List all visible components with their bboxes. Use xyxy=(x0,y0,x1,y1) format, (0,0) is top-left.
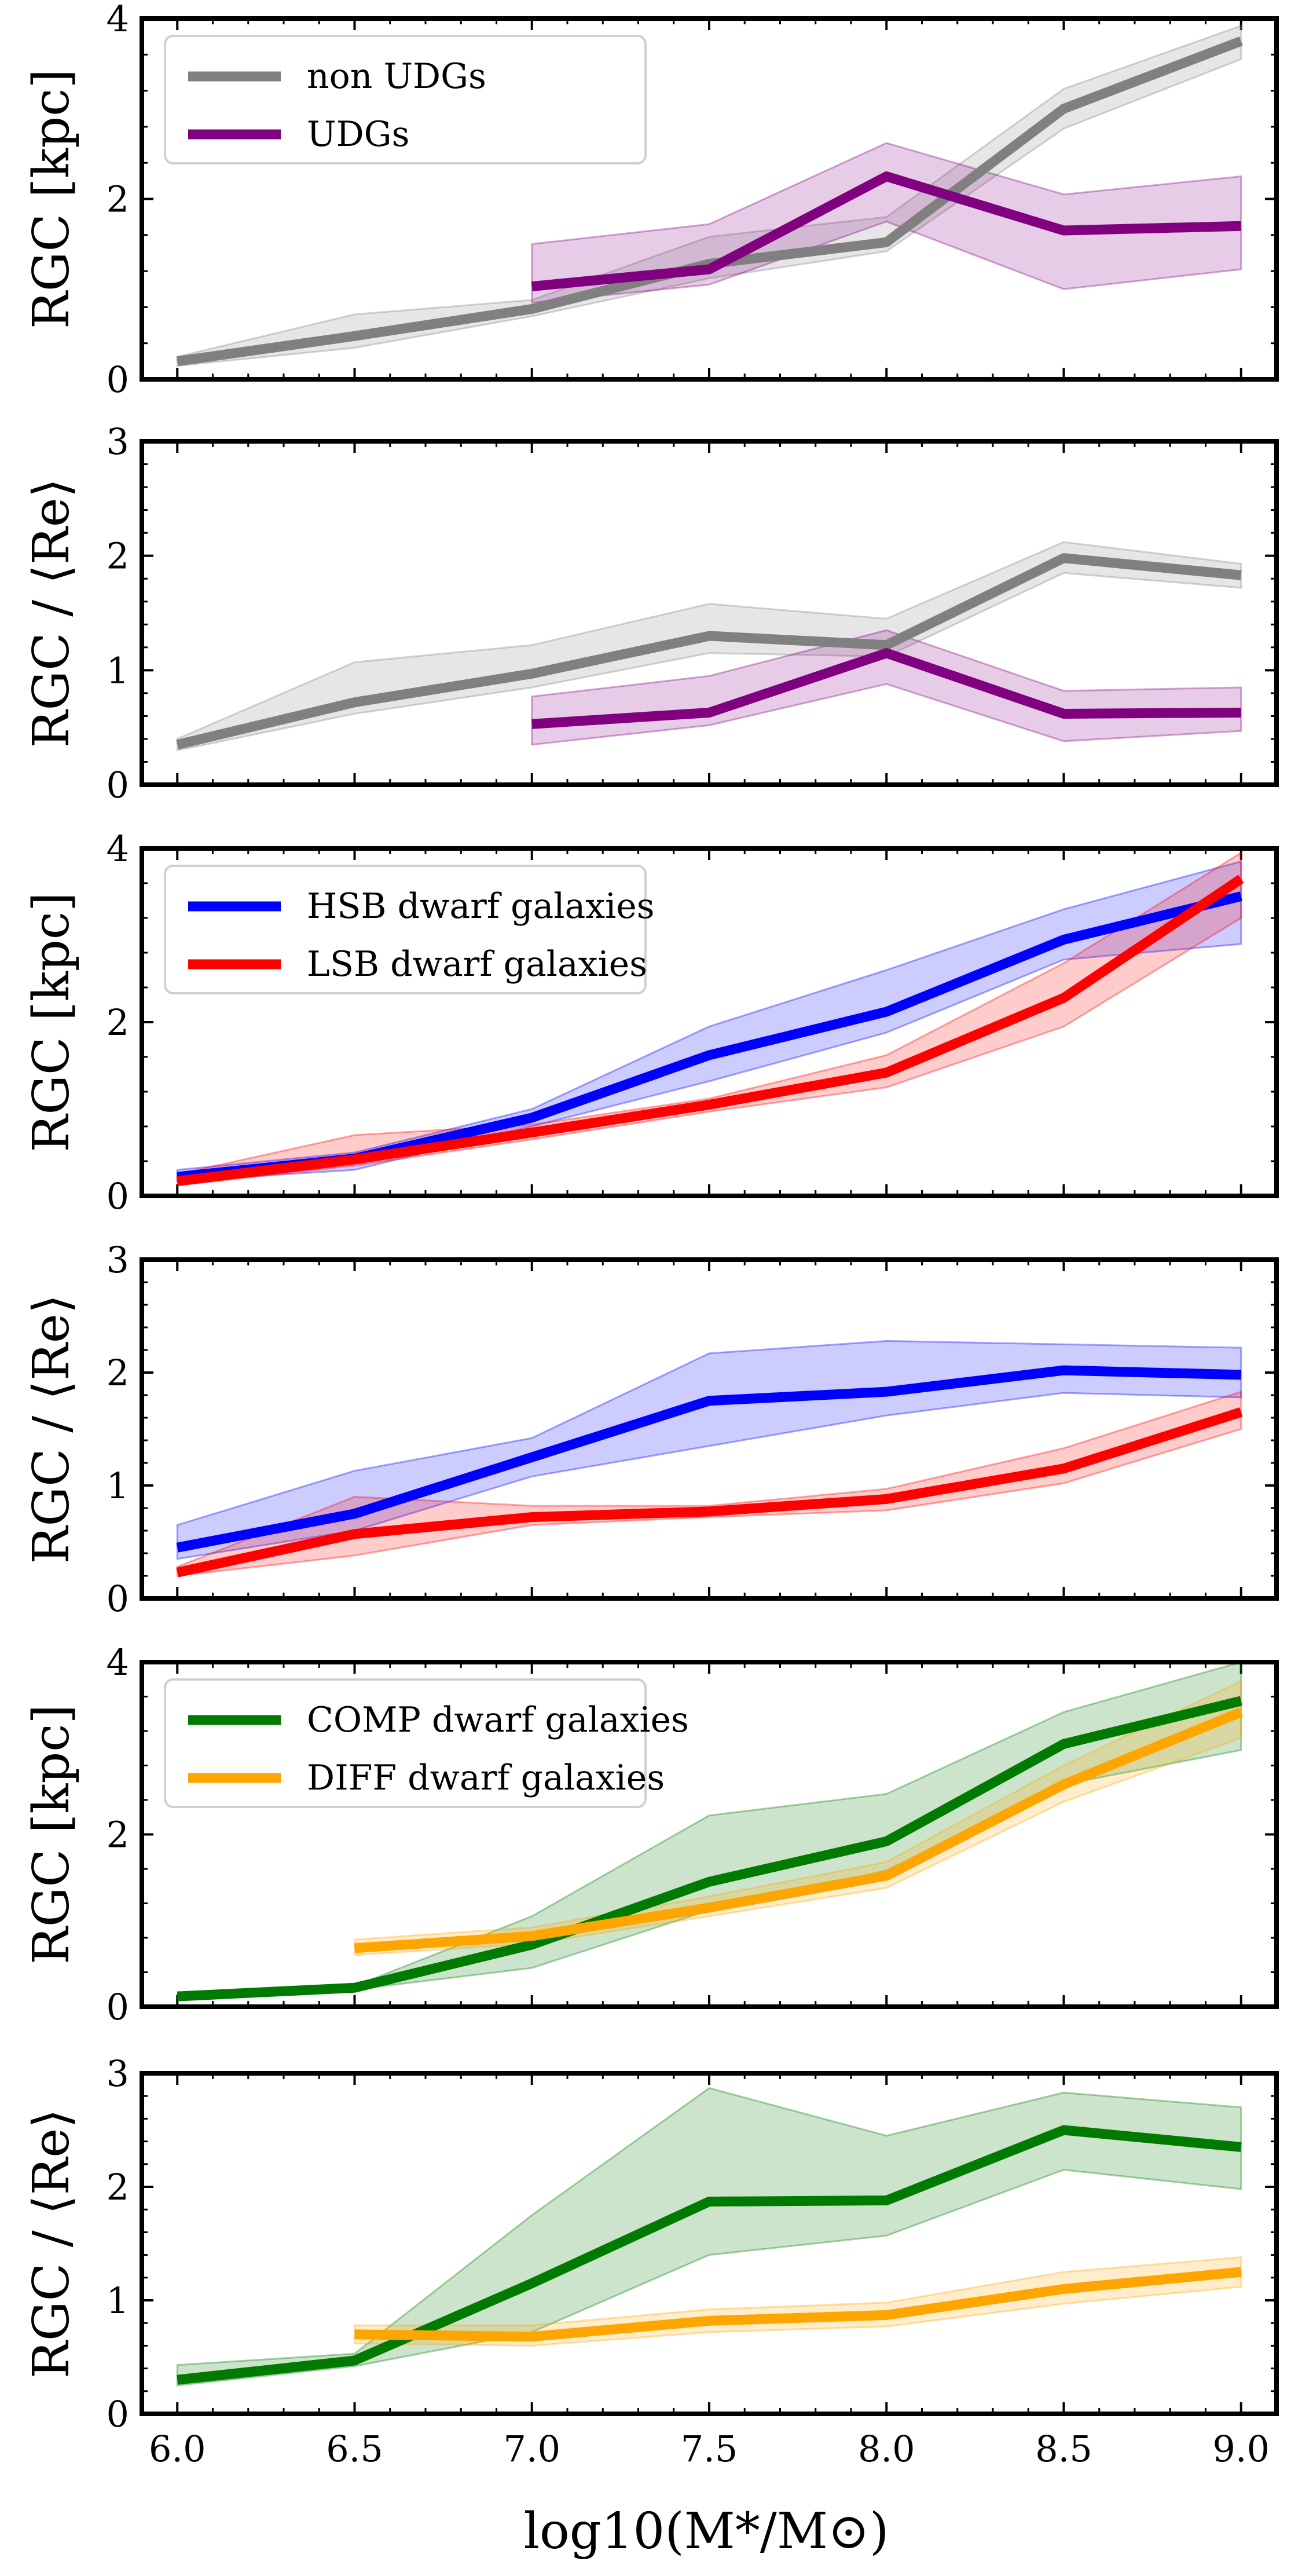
y-tick-label: 2 xyxy=(107,1352,129,1394)
legend-box xyxy=(164,1678,647,1808)
axes-frame xyxy=(140,439,1279,787)
plot-area xyxy=(176,851,1244,1187)
axes-frame xyxy=(140,846,1279,1198)
y-tick-label: 2 xyxy=(107,535,129,577)
legend-label: DIFF dwarf galaxies xyxy=(307,1758,665,1798)
y-tick-label: 3 xyxy=(107,420,129,463)
series-line xyxy=(176,1365,1241,1553)
y-tick-label: 0 xyxy=(107,764,129,806)
panel-2: 0 1 2 3 RGC / ⟨Re⟩ xyxy=(23,420,1279,806)
plot-area xyxy=(176,24,1243,367)
y-tick-label: 0 xyxy=(107,1986,129,2028)
series-line xyxy=(176,553,1242,750)
x-axis-label: log10(M*/M⊙) xyxy=(523,2502,889,2560)
series-line xyxy=(354,1707,1243,1953)
uncertainty-band xyxy=(176,851,1242,1187)
series-line xyxy=(531,648,1241,729)
legend-label: LSB dwarf galaxies xyxy=(307,944,647,985)
y-tick-label: 4 xyxy=(107,0,129,40)
x-tick-labels: 6.0 6.5 7.0 7.5 8.0 8.5 9.0 xyxy=(149,2428,1270,2470)
x-tick-label: 6.5 xyxy=(326,2428,383,2470)
y-axis-label: RGC [kpc] xyxy=(23,69,80,329)
y-tick-label: 3 xyxy=(107,2052,129,2095)
legend-label: COMP dwarf galaxies xyxy=(307,1700,689,1740)
uncertainty-band xyxy=(176,1340,1242,1560)
y-tick-label: 2 xyxy=(107,1001,129,1044)
x-tick-label: 8.5 xyxy=(1035,2428,1092,2470)
series-line xyxy=(354,2267,1242,2342)
panel-5: 0 2 4 RGC [kpc] COMP dwarf galaxies DIFF dwar… xyxy=(23,1641,1279,2028)
x-tick-label: 8.0 xyxy=(858,2428,915,2470)
y-axis-label: RGC / ⟨Re⟩ xyxy=(23,478,80,748)
axes-frame xyxy=(140,1257,1279,1601)
series-line xyxy=(177,874,1244,1186)
uncertainty-band xyxy=(354,2256,1242,2347)
uncertainty-band xyxy=(176,1662,1242,1999)
x-tick-label: 9.0 xyxy=(1212,2428,1270,2470)
axes-frame xyxy=(140,2071,1279,2416)
y-tick-label: 0 xyxy=(107,358,129,401)
y-tick-label: 0 xyxy=(107,1175,129,1217)
x-tick-label: 7.5 xyxy=(681,2428,738,2470)
y-tick-label: 0 xyxy=(107,1578,129,1620)
plot-area xyxy=(176,1340,1243,1578)
y-axis-label: RGC / ⟨Re⟩ xyxy=(23,2109,80,2379)
panel-6: 0 1 2 3 RGC / ⟨Re⟩ xyxy=(23,2052,1279,2435)
legend-label: UDGs xyxy=(307,114,409,155)
series-line xyxy=(177,2125,1242,2385)
uncertainty-band xyxy=(176,541,1242,752)
y-tick-label: 3 xyxy=(107,1239,129,1281)
legend-box xyxy=(164,865,647,994)
x-tick-label: 6.0 xyxy=(149,2428,206,2470)
y-tick-label: 4 xyxy=(107,1641,129,1684)
y-tick-label: 2 xyxy=(107,178,129,221)
plot-area xyxy=(176,1662,1243,2001)
legend-label: non UDGs xyxy=(307,56,486,97)
legend-box xyxy=(164,35,647,164)
plot-area xyxy=(176,541,1242,752)
series-line xyxy=(531,171,1241,292)
legend-label: HSB dwarf galaxies xyxy=(307,886,655,927)
y-axis-label: RGC / ⟨Re⟩ xyxy=(23,1294,80,1564)
y-tick-label: 1 xyxy=(107,2279,129,2322)
series-line xyxy=(176,1407,1243,1578)
y-tick-label: 4 xyxy=(107,828,129,870)
series-line xyxy=(177,1696,1242,2001)
x-tick-label: 7.0 xyxy=(503,2428,560,2470)
axes-frame xyxy=(140,16,1279,382)
y-axis-label: RGC [kpc] xyxy=(23,1704,80,1964)
panel-4: 0 1 2 3 RGC / ⟨Re⟩ xyxy=(23,1239,1279,1620)
y-axis-label: RGC [kpc] xyxy=(23,892,80,1152)
y-tick-label: 1 xyxy=(107,1465,129,1507)
panel-3: 0 2 4 RGC [kpc] HSB dwarf galaxies LSB dwarf … xyxy=(23,828,1279,1217)
plot-area xyxy=(176,2087,1242,2387)
panel-1: 0 2 4 RGC [kpc] non UDGs UDGs xyxy=(23,0,1279,401)
y-tick-label: 0 xyxy=(107,2393,129,2435)
y-tick-label: 2 xyxy=(107,2166,129,2208)
axes-frame xyxy=(140,1660,1279,2009)
y-tick-label: 1 xyxy=(107,649,129,691)
y-tick-label: 2 xyxy=(107,1814,129,1856)
